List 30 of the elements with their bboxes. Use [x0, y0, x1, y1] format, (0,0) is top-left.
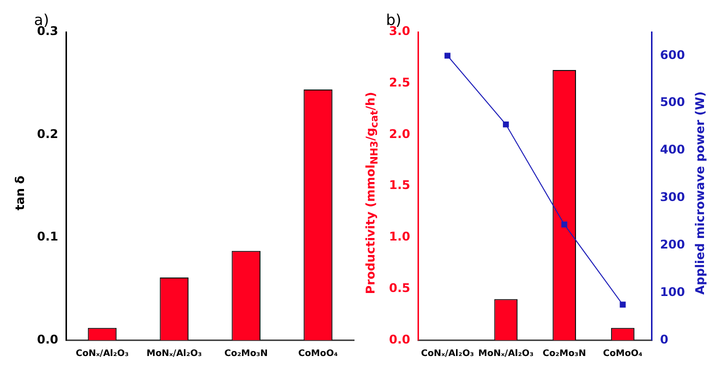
y2-tick-label: 500: [660, 95, 686, 110]
y-tick-label: 0.5: [388, 280, 410, 295]
y-tick-label: 0.1: [36, 230, 58, 244]
x-tick-label: Co₂Mo₃N: [542, 348, 586, 359]
y-tick-label: 0.2: [36, 126, 58, 141]
x-tick-label: MoNₓ/Al₂O₃: [478, 348, 534, 359]
x-tick-label: CoMoO₄: [602, 348, 643, 359]
y2-tick-label: 0: [660, 332, 668, 346]
y-tick-label: 1.0: [388, 230, 410, 244]
y-tick-label: 0.0: [36, 332, 58, 346]
point: [444, 52, 450, 59]
point: [620, 302, 626, 308]
x-tick-label: Co₂Mo₃N: [224, 348, 268, 359]
x-tick-label: CoNₓ/Al₂O₃: [421, 348, 474, 359]
point: [561, 222, 568, 228]
y-tick-label: 2.0: [388, 126, 410, 141]
y2-axis-title: Applied microwave power (W): [693, 91, 707, 295]
y2-tick-label: 400: [660, 142, 686, 157]
x-tick-label: CoNₓ/Al₂O₃: [76, 348, 129, 359]
x-tick-label: CoMoO₄: [298, 348, 338, 359]
y-tick-label: 1.5: [388, 178, 410, 192]
x-tick-label: MoNₓ/Al₂O₃: [146, 348, 202, 359]
y-tick-label: 0.0: [388, 332, 410, 346]
y2-tick-label: 100: [660, 284, 686, 299]
y2-tick-label: 600: [660, 48, 686, 62]
y2-tick-label: 300: [660, 190, 686, 204]
y-tick-label: 2.5: [388, 75, 410, 90]
y2-tick-label: 200: [660, 237, 686, 252]
y-axis-title: tan δ: [13, 176, 27, 210]
point: [502, 121, 509, 128]
